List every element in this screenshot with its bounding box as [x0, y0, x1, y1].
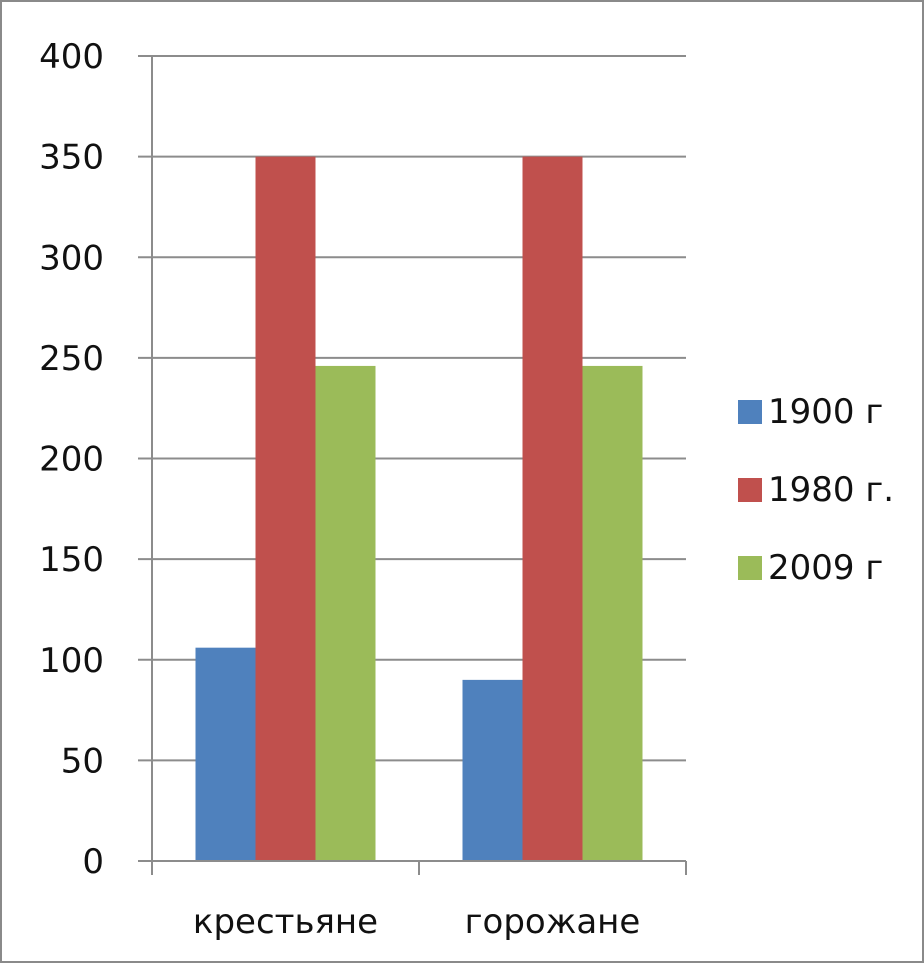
bar-2-series-1 [462, 679, 523, 861]
legend: 1900 г 1980 г. 2009 г [738, 392, 894, 588]
y-tick-label: 200 [39, 440, 104, 480]
axes [138, 55, 687, 875]
y-tick-label: 400 [39, 37, 104, 77]
legend-swatch-3 [738, 556, 762, 580]
bar-2-series-3 [582, 365, 643, 861]
bars [195, 156, 643, 861]
bar-1-series-3 [315, 365, 376, 861]
x-category-label: горожане [465, 902, 641, 942]
x-category-label: крестьяне [193, 902, 378, 942]
y-tick-label: 250 [39, 339, 104, 379]
legend-label-1: 1900 г [768, 392, 883, 432]
y-tick-label: 300 [39, 238, 104, 278]
y-tick-label: 100 [39, 641, 104, 681]
legend-swatch-2 [738, 478, 762, 502]
legend-swatch-1 [738, 400, 762, 424]
legend-label-3: 2009 г [768, 548, 883, 588]
bar-1-series-2 [255, 156, 316, 861]
bar-2-series-2 [522, 156, 583, 861]
y-tick-label: 0 [82, 842, 104, 882]
y-tick-label: 150 [39, 540, 104, 580]
y-tick-label: 50 [61, 741, 104, 781]
bar-1-series-1 [195, 647, 256, 861]
y-tick-label: 350 [39, 138, 104, 178]
y-axis-tick-labels: 0 50 100 150 200 250 300 350 400 [39, 37, 104, 882]
x-axis-category-labels: крестьяне горожане [193, 902, 640, 942]
legend-label-2: 1980 г. [768, 470, 894, 510]
